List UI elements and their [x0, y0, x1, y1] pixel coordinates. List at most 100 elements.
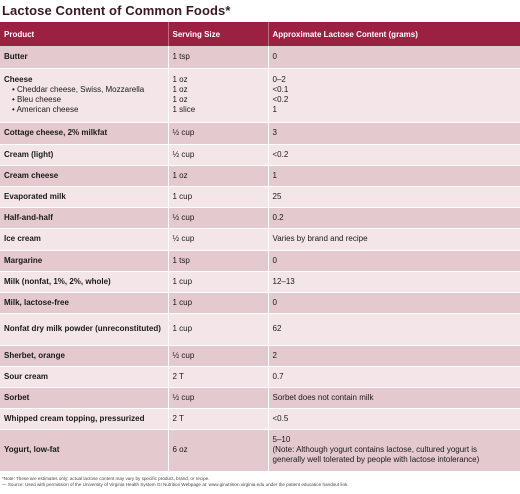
- product-name: Cheese: [4, 75, 33, 84]
- cell-lactose-content: <0.2: [268, 144, 520, 166]
- cell-lactose-content: 2: [268, 345, 520, 367]
- product-name: Butter: [4, 51, 28, 61]
- bullet-icon: •: [12, 95, 18, 104]
- product-name: Whipped cream topping, pressurized: [4, 413, 145, 423]
- cell-serving-size: 1 oz 1 oz 1 oz 1 slice: [168, 68, 269, 123]
- cell-product: Margarine: [0, 250, 169, 272]
- cell-lactose-content: 0.2: [268, 207, 520, 229]
- product-subitem: • Bleu cheese: [4, 95, 164, 105]
- serving-line: 1 oz: [172, 85, 188, 94]
- header-lactose-content: Approximate Lactose Content (grams): [268, 22, 520, 46]
- cell-serving-size: 1 tsp: [168, 250, 269, 272]
- cell-product: Cream cheese: [0, 165, 169, 187]
- table-row: Margarine 1 tsp 0: [0, 250, 520, 272]
- serving-line: 1 slice: [172, 105, 196, 114]
- cell-lactose-content: 62: [268, 313, 520, 346]
- cell-serving-size: ½ cup: [168, 122, 269, 145]
- header-serving-size: Serving Size: [168, 22, 269, 46]
- table-row: Milk, lactose-free 1 cup 0: [0, 292, 520, 314]
- cell-serving-size: ½ cup: [168, 228, 269, 251]
- cell-lactose-content: 0: [268, 46, 520, 69]
- cell-lactose-content: Varies by brand and recipe: [268, 228, 520, 251]
- cell-lactose-content: 0.7: [268, 366, 520, 388]
- subitem-label: American cheese: [16, 105, 79, 114]
- cell-lactose-content: 1: [268, 165, 520, 187]
- cell-product: Ice cream: [0, 228, 169, 251]
- cell-serving-size: ½ cup: [168, 345, 269, 367]
- product-name: Half-and-half: [4, 212, 53, 222]
- cell-lactose-content: 12–13: [268, 271, 520, 293]
- lactose-table: Product Serving Size Approximate Lactose…: [0, 22, 520, 472]
- cell-product: Cream (light): [0, 144, 169, 166]
- table-row: Nonfat dry milk powder (unreconstituted)…: [0, 313, 520, 346]
- cell-product: Half-and-half: [0, 207, 169, 229]
- cell-serving-size: ½ cup: [168, 207, 269, 229]
- cell-product: Yogurt, low-fat: [0, 429, 169, 472]
- cell-serving-size: 2 T: [168, 366, 269, 388]
- lactose-line: <0.2: [272, 95, 289, 104]
- cell-lactose-content: 0–2 <0.1 <0.2 1: [268, 68, 520, 123]
- table-row: Half-and-half ½ cup 0.2: [0, 207, 520, 229]
- cell-serving-size: ½ cup: [168, 144, 269, 166]
- table-row: Sherbet, orange ½ cup 2: [0, 345, 520, 367]
- cell-lactose-content: <0.5: [268, 408, 520, 430]
- table-row: Sour cream 2 T 0.7: [0, 366, 520, 388]
- cell-product: Milk, lactose-free: [0, 292, 169, 314]
- cell-serving-size: 1 cup: [168, 292, 269, 314]
- cell-product: Evaporated milk: [0, 186, 169, 208]
- cell-serving-size: 6 oz: [168, 429, 269, 472]
- subitem-label: Bleu cheese: [17, 95, 62, 104]
- product-name: Milk (nonfat, 1%, 2%, whole): [4, 276, 111, 286]
- cell-product: Sour cream: [0, 366, 169, 388]
- cell-product: Cheese • Cheddar cheese, Swiss, Mozzarell…: [0, 68, 169, 123]
- table-row: Whipped cream topping, pressurized 2 T <0.…: [0, 408, 520, 430]
- cell-product: Sorbet: [0, 387, 169, 409]
- product-name: Sorbet: [4, 392, 30, 402]
- table-row: Cheese • Cheddar cheese, Swiss, Mozzarell…: [0, 68, 520, 123]
- product-name: Sherbet, orange: [4, 350, 65, 360]
- product-name: Margarine: [4, 255, 43, 265]
- product-subitem: • American cheese: [4, 105, 164, 115]
- product-name: Sour cream: [4, 371, 49, 381]
- product-name: Yogurt, low-fat: [4, 445, 60, 454]
- cell-lactose-content: 5–10 (Note: Although yogurt contains lact…: [268, 429, 520, 472]
- cell-product: Whipped cream topping, pressurized: [0, 408, 169, 430]
- product-name: Cream cheese: [4, 170, 59, 180]
- footnote-source: — Source: Used with permission of the Un…: [2, 481, 349, 487]
- cell-serving-size: 2 T: [168, 408, 269, 430]
- table-title: Lactose Content of Common Foods*: [2, 3, 231, 18]
- table-row: Cottage cheese, 2% milkfat ½ cup 3: [0, 122, 520, 145]
- cell-product: Milk (nonfat, 1%, 2%, whole): [0, 271, 169, 293]
- cell-serving-size: 1 tsp: [168, 46, 269, 69]
- product-name: Nonfat dry milk powder (unreconstituted): [4, 324, 161, 333]
- table-row: Yogurt, low-fat 6 oz 5–10 (Note: Although y…: [0, 429, 520, 472]
- table-row: Ice cream ½ cup Varies by brand and recipe: [0, 228, 520, 251]
- lactose-line: 0–2: [272, 75, 286, 84]
- product-name: Evaporated milk: [4, 191, 66, 201]
- cell-serving-size: 1 oz: [168, 165, 269, 187]
- cell-product: Butter: [0, 46, 169, 69]
- table-row: Evaporated milk 1 cup 25: [0, 186, 520, 208]
- bullet-icon: •: [12, 105, 17, 114]
- table-row: Butter 1 tsp 0: [0, 46, 520, 69]
- cell-serving-size: 1 cup: [168, 271, 269, 293]
- table-row: Cream cheese 1 oz 1: [0, 165, 520, 187]
- footnote-estimate: *Note: These are estimates only; actual …: [2, 475, 210, 481]
- cell-lactose-content: Sorbet does not contain milk: [268, 387, 520, 409]
- lactose-line: <0.1: [272, 85, 289, 94]
- cell-serving-size: 1 cup: [168, 313, 269, 346]
- lactose-line: 1: [272, 105, 277, 114]
- cell-product: Cottage cheese, 2% milkfat: [0, 122, 169, 145]
- product-name: Ice cream: [4, 234, 41, 243]
- cell-product: Sherbet, orange: [0, 345, 169, 367]
- lactose-line: (Note: Although yogurt contains lactose,…: [272, 445, 478, 454]
- table-body: Butter 1 tsp 0 Cheese • Cheddar cheese, Swis…: [0, 46, 520, 472]
- product-name: Milk, lactose-free: [4, 297, 69, 307]
- table-row: Sorbet ½ cup Sorbet does not contain milk: [0, 387, 520, 409]
- bullet-icon: •: [12, 85, 18, 94]
- cell-lactose-content: 25: [268, 186, 520, 208]
- product-subitem: • Cheddar cheese, Swiss, Mozzarella: [4, 85, 164, 95]
- subitem-label: Cheddar cheese, Swiss, Mozzarella: [17, 85, 145, 94]
- lactose-line: 5–10: [272, 435, 291, 444]
- table-row: Milk (nonfat, 1%, 2%, whole) 1 cup 12–13: [0, 271, 520, 293]
